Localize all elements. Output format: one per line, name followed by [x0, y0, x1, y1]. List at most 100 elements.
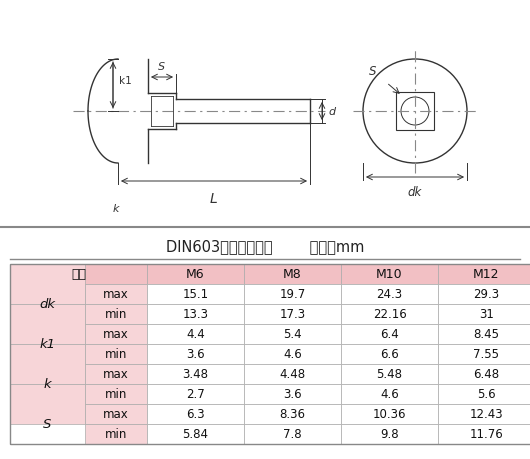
Bar [244, 384, 341, 404]
Bar [438, 424, 530, 444]
Text: 6.6: 6.6 [380, 348, 399, 361]
Text: 8.45: 8.45 [473, 328, 499, 341]
Text: 12.43: 12.43 [470, 408, 503, 420]
Text: 3.48: 3.48 [182, 368, 208, 381]
Text: 19.7: 19.7 [279, 288, 306, 301]
Bar [244, 264, 341, 285]
Text: 4.6: 4.6 [283, 348, 302, 361]
Text: 5.4: 5.4 [283, 328, 302, 341]
Bar [85, 424, 147, 444]
Bar [438, 304, 530, 325]
Bar [85, 325, 147, 344]
Bar [85, 404, 147, 424]
Bar [341, 344, 438, 364]
Text: 24.3: 24.3 [376, 288, 403, 301]
Text: max: max [103, 288, 129, 301]
Bar [244, 424, 341, 444]
Bar [341, 264, 438, 285]
Bar [341, 404, 438, 424]
Text: 4.4: 4.4 [186, 328, 205, 341]
Text: 15.1: 15.1 [182, 288, 209, 301]
Text: 9.8: 9.8 [380, 428, 399, 441]
Bar [341, 325, 438, 344]
Text: DIN603大头方颈螺栓        单位：mm: DIN603大头方颈螺栓 单位：mm [166, 239, 364, 254]
Bar [341, 384, 438, 404]
Text: d: d [328, 107, 335, 117]
Bar [147, 304, 244, 325]
Text: 3.6: 3.6 [283, 388, 302, 401]
Text: 7.55: 7.55 [473, 348, 499, 361]
Bar [341, 285, 438, 304]
Bar [147, 325, 244, 344]
Bar [438, 404, 530, 424]
Text: min: min [105, 308, 127, 321]
Text: M8: M8 [283, 268, 302, 281]
Text: 6.48: 6.48 [473, 368, 500, 381]
Bar [10, 344, 85, 384]
Bar [10, 264, 530, 444]
Bar [10, 304, 85, 344]
Bar [396, 93, 434, 131]
Text: 11.76: 11.76 [470, 428, 503, 441]
Text: M10: M10 [376, 268, 403, 281]
Bar [85, 364, 147, 384]
Text: max: max [103, 368, 129, 381]
Text: min: min [105, 428, 127, 441]
Text: S: S [369, 65, 376, 78]
Text: 31: 31 [479, 308, 494, 321]
Bar [341, 304, 438, 325]
Bar [244, 304, 341, 325]
Text: 4.6: 4.6 [380, 388, 399, 401]
Bar [244, 404, 341, 424]
Bar [10, 384, 85, 424]
Bar [244, 325, 341, 344]
Bar [147, 285, 244, 304]
Bar [438, 325, 530, 344]
Text: 29.3: 29.3 [473, 288, 500, 301]
Text: dk: dk [408, 185, 422, 199]
Bar [85, 285, 147, 304]
Text: M12: M12 [473, 268, 500, 281]
Bar [244, 344, 341, 364]
Bar [147, 384, 244, 404]
Text: 17.3: 17.3 [279, 308, 306, 321]
Text: 7.8: 7.8 [283, 428, 302, 441]
Text: max: max [103, 328, 129, 341]
Bar [85, 384, 147, 404]
Bar [10, 264, 147, 285]
Text: k1: k1 [40, 338, 56, 351]
Text: M6: M6 [186, 268, 205, 281]
Text: 6.3: 6.3 [186, 408, 205, 420]
Text: max: max [103, 408, 129, 420]
Bar [10, 264, 85, 304]
Bar [147, 364, 244, 384]
Text: min: min [105, 388, 127, 401]
Text: k: k [43, 378, 51, 391]
Text: 13.3: 13.3 [182, 308, 208, 321]
Text: dk: dk [40, 298, 56, 311]
Bar [147, 344, 244, 364]
Text: 3.6: 3.6 [186, 348, 205, 361]
Text: 5.48: 5.48 [376, 368, 402, 381]
Bar [244, 364, 341, 384]
Bar [341, 424, 438, 444]
Bar [438, 264, 530, 285]
Text: S: S [158, 62, 165, 72]
Bar [147, 404, 244, 424]
Bar [341, 364, 438, 384]
Bar [244, 285, 341, 304]
Text: 4.48: 4.48 [279, 368, 306, 381]
Bar [85, 304, 147, 325]
Text: 8.36: 8.36 [279, 408, 305, 420]
Text: 22.16: 22.16 [373, 308, 407, 321]
Bar [438, 285, 530, 304]
Text: 规格: 规格 [71, 268, 86, 281]
Bar [147, 424, 244, 444]
Text: min: min [105, 348, 127, 361]
Text: 10.36: 10.36 [373, 408, 407, 420]
Bar [438, 344, 530, 364]
Bar [438, 364, 530, 384]
Bar [85, 344, 147, 364]
Text: 5.6: 5.6 [477, 388, 496, 401]
Bar [147, 264, 244, 285]
